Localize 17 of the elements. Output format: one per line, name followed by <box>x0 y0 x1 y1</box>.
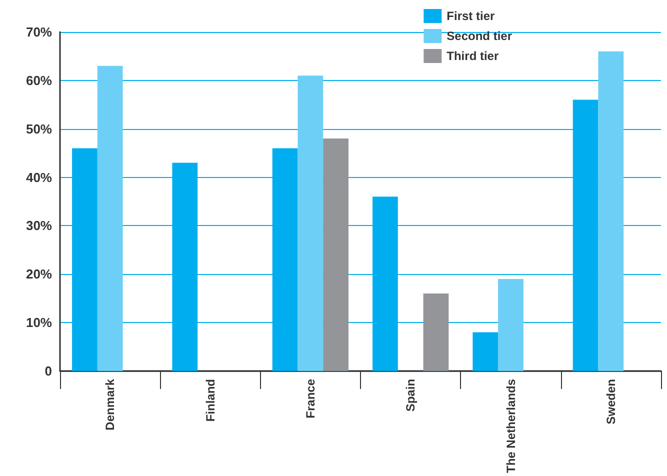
x-tick-label: Finland <box>203 378 218 422</box>
y-tick-label: 0 <box>44 363 52 378</box>
legend-label: First tier <box>446 9 495 23</box>
y-tick-label: 60% <box>26 72 52 88</box>
y-tick-label: 10% <box>26 315 52 330</box>
y-tick-label: 20% <box>26 266 52 282</box>
legend-label: Second tier <box>446 29 512 43</box>
y-tick-label: 40% <box>26 170 52 185</box>
x-tick-label: Spain <box>404 378 418 412</box>
x-tick-label: Sweden <box>604 378 618 424</box>
x-tick-label: Denmark <box>103 378 118 430</box>
y-tick-label: 50% <box>26 121 52 136</box>
legend-label: Third tier <box>446 49 499 63</box>
y-tick-label: 70% <box>26 24 52 40</box>
x-tick-label: The Netherlands <box>504 378 518 474</box>
x-tick-label: France <box>303 378 318 418</box>
y-tick-label: 30% <box>26 218 52 234</box>
